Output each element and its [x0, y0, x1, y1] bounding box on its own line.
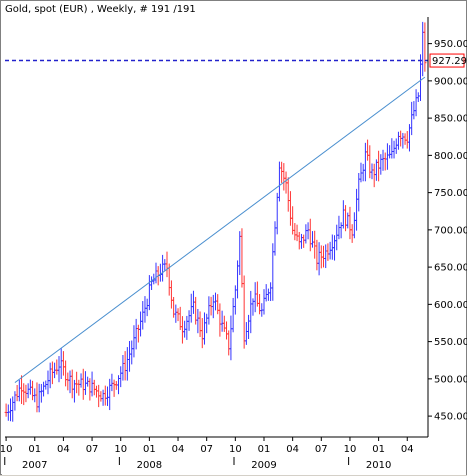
y-tick-label: 450.00 — [434, 412, 467, 423]
x-tick-label: 10 — [344, 444, 357, 455]
y-tick-label: 650.00 — [434, 263, 467, 274]
x-tick-label: 07 — [315, 444, 328, 455]
bars-layer — [4, 21, 427, 422]
ohlc-bar — [423, 22, 427, 72]
y-tick-label: 850.00 — [434, 114, 467, 125]
x-year-label: 2007 — [22, 460, 47, 471]
trendline[interactable] — [14, 76, 426, 383]
x-tick-label: 04 — [286, 444, 299, 455]
x-tick-label: 01 — [372, 444, 385, 455]
y-tick-label: 900.00 — [434, 76, 467, 87]
x-tick-label: 04 — [172, 444, 185, 455]
axis-layer: 450.00 500.00 550.00 600.00 650.00 700.00 750.… — [1, 17, 467, 471]
x-tick-label: 10 — [229, 444, 242, 455]
x-year-label: 2010 — [366, 460, 391, 471]
y-tick-label: 800.00 — [434, 151, 467, 162]
y-tick-label: 600.00 — [434, 300, 467, 311]
x-tick-label: 01 — [143, 444, 156, 455]
y-tick-label: 950.00 — [434, 39, 467, 50]
y-tick-label: 550.00 — [434, 337, 467, 348]
x-tick-label: 04 — [401, 444, 414, 455]
x-year-label: 2008 — [137, 460, 162, 471]
x-year-label: 2009 — [251, 460, 276, 471]
x-tick-label: 04 — [57, 444, 70, 455]
x-tick-label: 07 — [200, 444, 213, 455]
last-price-box — [429, 53, 465, 68]
y-tick-label: 750.00 — [434, 188, 467, 199]
chart-title: Gold, spot (EUR) , Weekly, # 191 /191 — [5, 4, 196, 15]
x-tick-label: 07 — [86, 444, 99, 455]
x-tick-label: 10 — [1, 444, 12, 455]
x-tick-label: 01 — [258, 444, 271, 455]
last-price-label: 927.29 — [432, 56, 467, 67]
x-tick-label: 01 — [28, 444, 41, 455]
y-tick-label: 500.00 — [434, 374, 467, 385]
y-tick-label: 700.00 — [434, 225, 467, 236]
x-tick-label: 10 — [114, 444, 127, 455]
